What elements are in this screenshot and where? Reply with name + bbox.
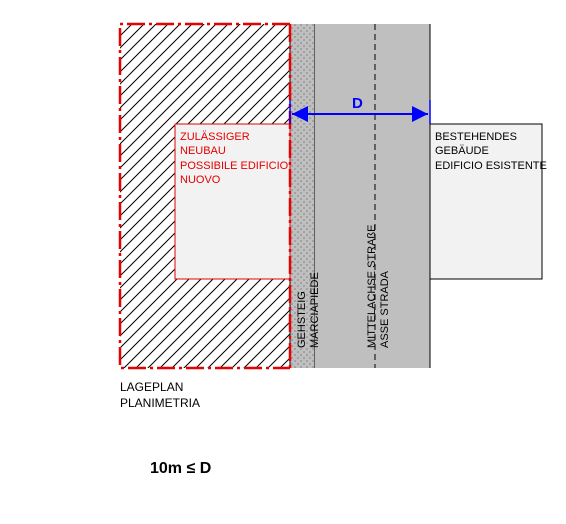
sidewalk-label: GEHSTEIG MARCIAPIEDE <box>296 272 322 348</box>
distance-formula: 10m ≤ D <box>150 460 211 478</box>
new-building-label: ZULÄSSIGER NEUBAU POSSIBILE EDIFICIO NUO… <box>180 130 288 187</box>
dimension-d-letter: D <box>352 94 363 114</box>
road-axis-label: MITTELACHSE STRAßE ASSE STRADA <box>366 225 392 348</box>
siteplan-caption: LAGEPLAN PLANIMETRIA <box>120 380 200 411</box>
siteplan-diagram <box>0 0 566 524</box>
existing-building-label: BESTEHENDES GEBÄUDE EDIFICIO ESISTENTE <box>435 130 547 173</box>
